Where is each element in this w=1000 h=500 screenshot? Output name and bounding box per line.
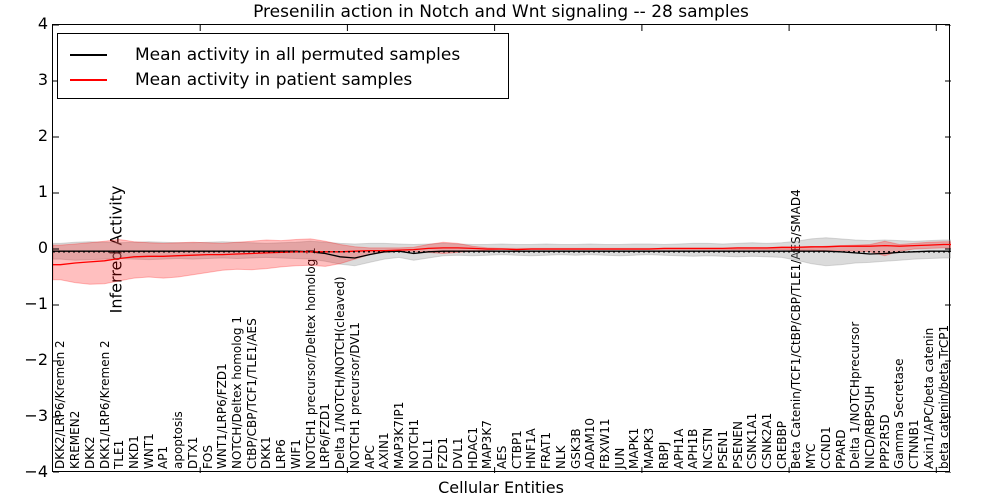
- x-tick-label: DKK2/LRP6/Kremen 2: [53, 340, 68, 469]
- x-tick-label: APC: [362, 445, 377, 469]
- x-tick-label: CTNNB1: [907, 419, 922, 469]
- x-tick-label: KREMEN2: [68, 410, 83, 469]
- x-tick-label: RBPJ: [656, 441, 671, 469]
- x-tick-label: JUN: [612, 447, 627, 469]
- y-tick-label: 4: [37, 14, 48, 33]
- x-tick-label: AES: [495, 445, 509, 469]
- x-tick-label: MAP3K7IP1: [391, 401, 406, 469]
- x-tick-label: HNF1A: [524, 428, 539, 469]
- x-tick-label: DKK1/LRP6/Kremen 2: [97, 340, 112, 469]
- legend-entry-patient: Mean activity in patient samples: [70, 67, 508, 92]
- x-tick-label: CCND1: [818, 426, 833, 469]
- x-tick-label: MAPK1: [627, 427, 642, 469]
- x-tick-label: Delta 1/NOTCH/NOTCH(cleaved): [333, 276, 348, 469]
- x-tick-label: DLL1: [421, 438, 436, 469]
- x-tick-label: GSK3B: [568, 428, 583, 469]
- x-tick-label: DKK2: [82, 436, 97, 469]
- x-tick-label: DKK1: [259, 436, 274, 469]
- x-tick-label: PPP2R5D: [877, 414, 892, 469]
- legend-label: Mean activity in patient samples: [135, 69, 413, 90]
- x-tick-label: LRP6: [274, 439, 289, 469]
- y-tick-label: −4: [24, 462, 48, 481]
- y-tick-label: 3: [37, 70, 48, 89]
- x-tick-label: NOTCH1 precursor/Deltex homolog 1: [303, 247, 318, 469]
- x-tick-label: CSNK1A1: [745, 412, 760, 469]
- x-tick-label: FBXW11: [598, 418, 613, 470]
- x-tick-label: CREBBP: [774, 421, 789, 469]
- x-tick-label: MYC: [804, 443, 819, 469]
- x-tick-label: NOTCH1 precursor/DVL1: [347, 322, 362, 469]
- x-tick-label: PPARD: [833, 429, 848, 470]
- x-tick-label: WNT1/LRP6/FZD1: [215, 363, 230, 469]
- x-tick-label: APH1A: [671, 428, 686, 469]
- y-tick-label: 0: [37, 238, 48, 257]
- x-tick-label: FZD1: [436, 437, 451, 469]
- x-tick-label: apoptosis: [171, 411, 186, 469]
- x-tick-label: beta catenin/beta TrCP1: [936, 324, 951, 469]
- y-tick-label: −3: [24, 406, 48, 425]
- y-tick-label: 2: [37, 126, 48, 145]
- x-tick-label: NLK: [553, 445, 568, 469]
- legend-line-black: [70, 53, 107, 56]
- x-tick-label: NCSTN: [701, 427, 716, 469]
- x-tick-label: DVL1: [450, 437, 465, 469]
- x-tick-label: NICD/RBPSUH: [863, 385, 878, 469]
- x-tick-label: PSEN1: [715, 429, 730, 469]
- x-tick-label: PSENEN: [730, 421, 745, 469]
- x-tick-label: WIF1: [288, 439, 303, 469]
- x-tick-label: Beta Catenin/TCF1/CtBP/CBP/TLE1/AES/SMAD…: [789, 189, 804, 469]
- x-axis-label: Cellular Entities: [438, 478, 564, 497]
- x-tick-label: AP1: [156, 445, 171, 469]
- legend-entry-permuted: Mean activity in all permuted samples: [70, 42, 508, 67]
- x-tick-label: Delta 1/NOTCHprecursor: [848, 321, 863, 469]
- x-tick-label: Axin1/APC/beta catenin: [921, 327, 936, 469]
- legend: Mean activity in all permuted samples Me…: [57, 33, 509, 99]
- x-tick-label: FOS: [200, 445, 215, 469]
- x-tick-label: ADAM10: [583, 417, 598, 469]
- x-tick-label: WNT1: [141, 433, 156, 469]
- x-tick-label: Gamma Secretase: [892, 358, 907, 469]
- x-tick-label: MAP3K7: [480, 420, 495, 469]
- x-tick-label: LRP6/FZD1: [318, 403, 333, 469]
- x-tick-label: APH1B: [686, 428, 701, 469]
- x-tick-label: DTX1: [185, 436, 200, 469]
- x-tick-label: MAPK3: [642, 427, 657, 469]
- chart-title: Presenilin action in Notch and Wnt signa…: [253, 2, 749, 22]
- x-tick-label: NKD1: [126, 435, 141, 469]
- x-tick-label: NOTCH1: [406, 418, 421, 469]
- x-tick-label: CtBP/CBP/TCF1/TLE1/AES: [244, 318, 259, 469]
- x-tick-label: NOTCH/Deltex homolog 1: [230, 316, 245, 469]
- y-tick-label: −2: [24, 350, 48, 369]
- x-tick-label: HDAC1: [465, 426, 480, 469]
- x-tick-label: TLE1: [112, 439, 127, 469]
- x-tick-label: CTBP1: [509, 430, 524, 469]
- legend-label: Mean activity in all permuted samples: [135, 44, 461, 65]
- y-tick-label: −1: [24, 294, 48, 313]
- y-tick-label: 1: [37, 182, 48, 201]
- legend-line-red: [70, 78, 107, 81]
- x-tick-label: CSNK2A1: [759, 412, 774, 469]
- x-tick-label: FRAT1: [539, 432, 554, 469]
- x-tick-label: AXIN1: [377, 432, 392, 469]
